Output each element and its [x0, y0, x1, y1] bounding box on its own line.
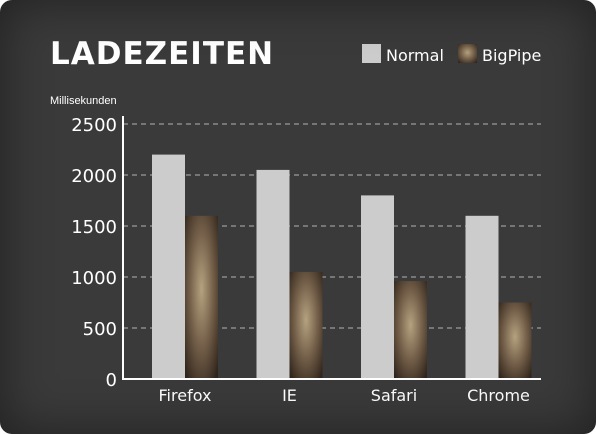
legend-label-bigpipe: BigPipe [482, 46, 541, 65]
x-tick-label-firefox: Firefox [159, 386, 212, 405]
bar-bigpipe-ie [289, 271, 323, 379]
y-tick-label-0: 0 [106, 370, 117, 391]
bar-bigpipe-chrome [498, 302, 532, 379]
plot-area: 0 500 1000 1500 2000 2500 Firefox IE Safari Chrom… [71, 115, 541, 405]
y-tick-label-1000: 1000 [71, 268, 117, 289]
bar-bigpipe-firefox [185, 215, 218, 379]
legend-label-normal: Normal [386, 46, 444, 65]
y-tick-label-1500: 1500 [71, 217, 117, 238]
legend: Normal BigPipe [362, 44, 541, 65]
bar-normal-firefox [152, 154, 185, 379]
bar-bigpipe-safari [394, 281, 427, 379]
x-tick-label-ie: IE [282, 386, 297, 405]
bar-normal-chrome [465, 215, 499, 379]
legend-swatch-normal [362, 44, 381, 63]
y-tick-label-2500: 2500 [71, 115, 117, 136]
bar-normal-ie [256, 169, 290, 379]
chart-title: LADEZEITEN [50, 36, 274, 72]
x-tick-label-chrome: Chrome [467, 386, 530, 405]
y-tick-label-500: 500 [83, 319, 117, 340]
bar-normal-safari [361, 195, 394, 379]
y-tick-label-2000: 2000 [71, 166, 117, 187]
y-axis-label: Millisekunden [50, 95, 117, 107]
x-tick-label-safari: Safari [371, 386, 417, 405]
legend-swatch-bigpipe [458, 44, 477, 63]
